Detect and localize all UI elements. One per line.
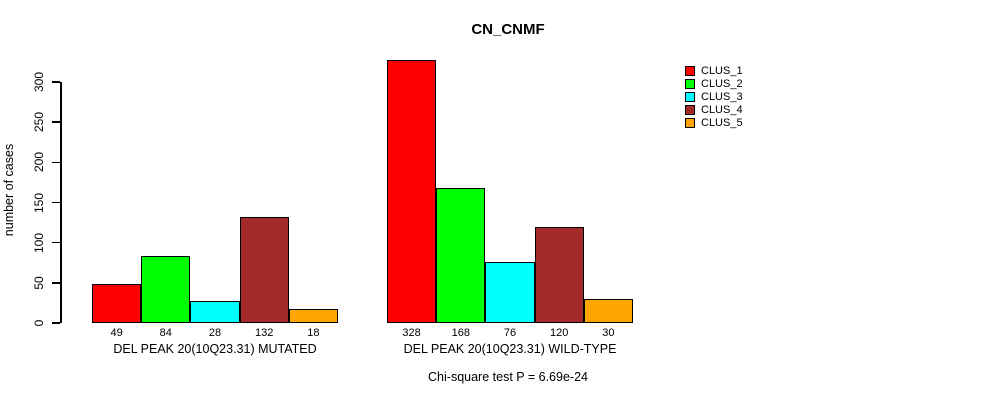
legend-label: CLUS_4 (701, 103, 743, 116)
y-tick-label: 50 (32, 276, 46, 290)
bar-value-label: 328 (402, 327, 421, 339)
bar-clus_1-group1 (92, 283, 142, 323)
bar-value-label: 28 (208, 327, 222, 339)
y-tick-mark (52, 282, 60, 284)
y-axis-line (60, 82, 62, 323)
bar-clus_2-group2 (436, 188, 486, 323)
legend-swatch-clus_2 (685, 78, 695, 89)
bar-value-label: 30 (602, 327, 615, 339)
legend-label: CLUS_2 (701, 77, 743, 90)
bar-clus_5-group2 (583, 298, 633, 323)
y-axis-label: number of cases (2, 143, 16, 237)
legend-item-clus_4: CLUS_4 (685, 103, 743, 116)
y-tick-mark (52, 81, 60, 83)
y-tick-label: 250 (32, 112, 46, 133)
bar-clus_1-group2 (387, 59, 437, 323)
x-axis-group-label: DEL PEAK 20(10Q23.31) MUTATED (113, 342, 317, 356)
y-tick-label: 300 (32, 71, 46, 93)
bar-clus_4-group1 (239, 216, 289, 323)
legend-swatch-clus_4 (685, 104, 695, 115)
legend-swatch-clus_3 (685, 91, 695, 102)
bar-clus_2-group1 (141, 255, 191, 323)
bar-value-label: 18 (307, 327, 320, 339)
bar-value-label: 49 (110, 327, 123, 339)
y-tick-label: 0 (32, 319, 46, 327)
bar-clus_5-group1 (288, 308, 338, 323)
legend-item-clus_2: CLUS_2 (685, 77, 743, 90)
bar-value-label: 132 (255, 327, 274, 339)
bar-clus_3-group2 (485, 261, 535, 323)
bar-clus_3-group1 (190, 300, 240, 323)
legend: CLUS_1 CLUS_2 CLUS_3 CLUS_4 CLUS_5 (685, 64, 743, 129)
legend-swatch-clus_5 (685, 117, 695, 128)
y-tick-label: 200 (32, 152, 46, 173)
bar-clus_4-group2 (534, 226, 584, 323)
legend-item-clus_1: CLUS_1 (685, 64, 743, 77)
y-tick-label: 100 (32, 232, 46, 253)
legend-swatch-clus_1 (685, 65, 695, 76)
chart-title: CN_CNMF (471, 21, 545, 38)
legend-label: CLUS_1 (701, 64, 743, 77)
y-tick-mark (52, 241, 60, 244)
legend-label: CLUS_5 (701, 116, 743, 129)
y-tick-mark (52, 201, 60, 204)
y-tick-label: 150 (32, 192, 46, 213)
bar-value-label: 84 (159, 327, 172, 339)
bar-value-label: 76 (503, 327, 517, 339)
y-tick-mark (52, 322, 60, 324)
x-axis-group-label: DEL PEAK 20(10Q23.31) WILD-TYPE (403, 342, 617, 356)
legend-item-clus_5: CLUS_5 (685, 116, 743, 129)
y-tick-mark (52, 121, 60, 123)
bar-value-label: 168 (451, 327, 470, 339)
y-tick-mark (52, 161, 60, 164)
legend-item-clus_3: CLUS_3 (685, 90, 743, 103)
chi-square-annotation: Chi-square test P = 6.69e-24 (428, 370, 588, 384)
bar-value-label: 120 (550, 327, 569, 339)
legend-label: CLUS_3 (701, 90, 743, 103)
